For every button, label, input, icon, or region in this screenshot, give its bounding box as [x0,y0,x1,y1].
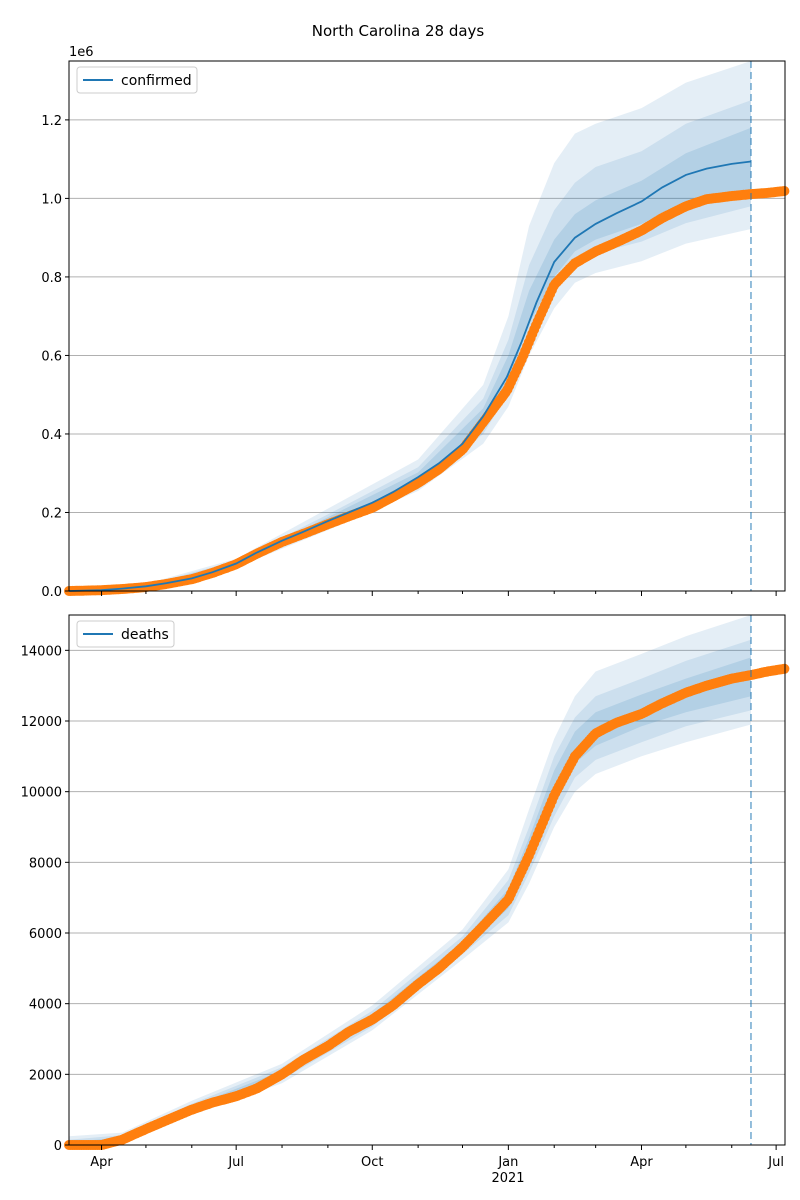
y-offset-label: 1e6 [69,45,94,60]
legend-label: confirmed [121,73,192,89]
y-tick-label: 1.2 [41,114,62,129]
y-tick-label: 4000 [29,998,62,1013]
uncertainty-band [69,100,751,592]
x-tick-label: Jul [227,1155,244,1170]
uncertainty-band [69,639,751,1145]
grid-lines [69,119,785,592]
y-tick-label: 14000 [21,644,62,659]
confirmed-panel: 0.0 0.2 0.4 0.6 0.8 1.0 1.2 1e6 confirmed [41,45,790,600]
x-tick-label: Apr [90,1155,113,1170]
observed-points [64,186,790,596]
axes-frame [68,614,786,1146]
uncertainty-band [69,61,751,591]
x-tick-label: Jul [767,1155,784,1170]
y-ticks: 0 2000 4000 6000 8000 10000 12000 14000 [21,644,69,1154]
legend: confirmed [76,66,198,94]
y-tick-label: 12000 [21,715,62,730]
uncertainty-band [69,657,751,1145]
y-ticks: 0.0 0.2 0.4 0.6 0.8 1.0 1.2 [41,114,69,600]
x-tick-label: Jan [497,1155,518,1170]
y-tick-label: 2000 [29,1068,62,1083]
uncertainty-bands [69,615,751,1145]
y-tick-label: 6000 [29,927,62,942]
observed-points [64,663,790,1150]
x-ticks [101,591,777,596]
y-tick-label: 0.2 [41,506,62,521]
y-tick-label: 8000 [29,856,62,871]
model-line-group [68,160,752,592]
y-tick-label: 0 [54,1139,62,1154]
observed-point [779,186,790,196]
x-tick-label: Oct [361,1155,383,1170]
y-tick-label: 0.6 [41,349,62,364]
axes-frame [68,60,786,592]
y-tick-label: 0.0 [41,585,62,600]
model-line [68,160,752,592]
x-ticks: Apr Jul Oct Jan Apr Jul [90,1145,784,1170]
chart-title: North Carolina 28 days [312,22,485,40]
y-tick-label: 0.8 [41,271,62,286]
deaths-panel: 0 2000 4000 6000 8000 10000 12000 14000 Apr Jul O… [21,614,790,1170]
x-year-label: 2021 [491,1171,524,1186]
legend-box [76,620,175,648]
y-tick-label: 10000 [21,786,62,801]
legend: deaths [76,620,175,648]
x-tick-label: Apr [630,1155,653,1170]
uncertainty-band [69,127,751,591]
uncertainty-bands [69,61,751,592]
observed-point [779,663,790,674]
y-tick-label: 1.0 [41,192,62,207]
legend-label: deaths [121,627,169,643]
legend-box [76,66,198,94]
y-tick-label: 0.4 [41,428,62,443]
